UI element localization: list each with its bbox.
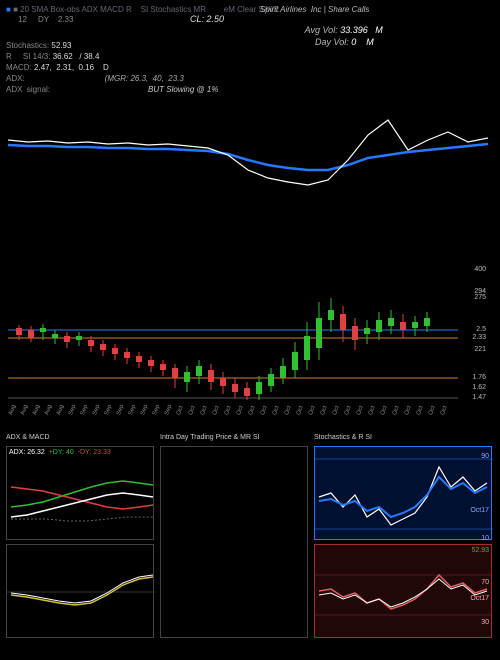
- indicator-block: Stochastics: 52.93 R SI 14/3: 36.62 / 38…: [6, 40, 218, 95]
- header-line1: ■ 20 SMA Box-obs ADX MACD R SI Stochasti…: [13, 5, 279, 14]
- dy-line: 12 DY 2.33: [18, 14, 73, 25]
- close-price: CL: 2.50: [190, 14, 224, 25]
- candlestick-chart: [8, 270, 488, 410]
- price-chart: [8, 100, 488, 250]
- bottom-panels: ADX & MACDADX: 26.32 +DY: 40 -DY: 23.33 …: [0, 446, 500, 646]
- header: ■ ■ 20 SMA Box-obs ADX MACD R SI Stochas…: [6, 4, 494, 15]
- day-vol: Day Vol: 0 M: [310, 26, 374, 48]
- candle-y-axis: 4002942752.52.332211.761.621.47: [462, 270, 488, 410]
